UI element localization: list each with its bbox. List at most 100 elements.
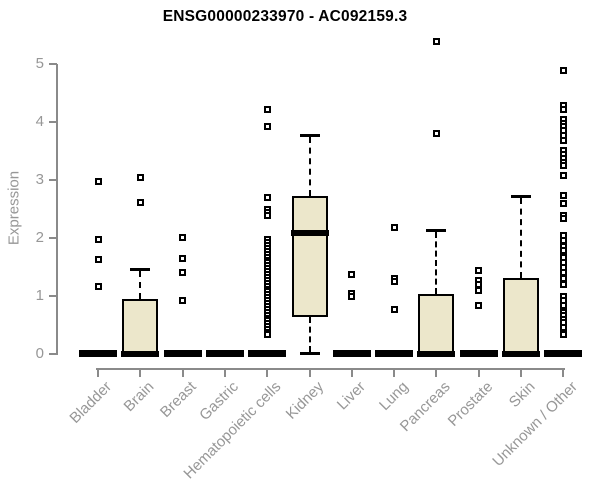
x-tick-label-breast: Breast bbox=[157, 378, 200, 421]
x-tick bbox=[181, 368, 184, 377]
collapsed-box-prostate bbox=[459, 350, 498, 357]
y-tick-label: 0 bbox=[35, 345, 44, 362]
outlier-point bbox=[559, 171, 567, 179]
chart-title: ENSG00000233970 - AC092159.3 bbox=[162, 8, 408, 25]
outlier-point bbox=[263, 106, 271, 114]
outlier-point bbox=[432, 38, 440, 46]
whisker-line-lower-kidney bbox=[308, 317, 311, 352]
whisker-cap-upper-kidney bbox=[299, 134, 320, 138]
x-tick bbox=[350, 368, 353, 377]
y-tick-label: 2 bbox=[35, 229, 44, 246]
outlier-point bbox=[263, 123, 271, 131]
x-tick bbox=[308, 368, 311, 377]
outlier-point bbox=[559, 324, 567, 332]
outlier-point bbox=[136, 173, 144, 181]
x-tick-label-kidney: Kidney bbox=[282, 378, 327, 423]
whisker-cap-upper-brain bbox=[130, 267, 151, 271]
collapsed-box-liver bbox=[332, 350, 371, 357]
x-tick-label-lung: Lung bbox=[375, 378, 412, 414]
outlier-point bbox=[94, 282, 102, 290]
outlier-point bbox=[94, 236, 102, 244]
collapsed-box-unknown-other bbox=[544, 350, 583, 357]
y-tick-label: 5 bbox=[35, 55, 44, 72]
outlier-point bbox=[559, 215, 567, 223]
outlier-point bbox=[559, 331, 567, 339]
outlier-point bbox=[475, 266, 483, 274]
outlier-point bbox=[136, 199, 144, 207]
x-tick bbox=[393, 368, 396, 377]
y-tick-label: 4 bbox=[35, 113, 44, 130]
y-tick-label: 1 bbox=[35, 287, 44, 304]
collapsed-box-gastric bbox=[205, 350, 244, 357]
x-axis-line bbox=[96, 368, 566, 370]
outlier-point bbox=[390, 278, 398, 285]
whisker-cap-upper-pancreas bbox=[426, 229, 447, 233]
box-kidney bbox=[291, 195, 328, 318]
outlier-point bbox=[263, 193, 271, 201]
median-line-skin bbox=[502, 351, 540, 357]
x-tick bbox=[223, 368, 226, 377]
y-tick bbox=[49, 63, 57, 65]
median-line-kidney bbox=[290, 230, 329, 237]
outlier-point bbox=[559, 275, 567, 283]
whisker-line-upper-kidney bbox=[308, 137, 311, 196]
x-tick bbox=[266, 368, 269, 377]
whisker-line-upper-brain bbox=[139, 270, 142, 299]
outlier-point bbox=[432, 130, 440, 138]
y-tick-label: 3 bbox=[35, 171, 44, 188]
whisker-cap-upper-skin bbox=[511, 195, 531, 199]
outlier-point bbox=[559, 192, 567, 200]
x-tick-label-brain: Brain bbox=[120, 378, 158, 416]
x-tick bbox=[477, 368, 480, 377]
outlier-point bbox=[390, 224, 398, 232]
outlier-point bbox=[390, 306, 398, 314]
outlier-point bbox=[559, 67, 567, 75]
whisker-line-upper-pancreas bbox=[435, 232, 438, 294]
outlier-point bbox=[263, 331, 271, 339]
outlier-point bbox=[94, 178, 102, 186]
x-tick bbox=[97, 368, 99, 377]
x-tick bbox=[139, 368, 142, 377]
box-pancreas bbox=[418, 293, 455, 354]
outlier-point bbox=[263, 212, 271, 220]
x-tick-label-skin: Skin bbox=[505, 378, 539, 411]
outlier-point bbox=[94, 255, 102, 263]
y-tick bbox=[49, 237, 57, 239]
collapsed-box-bladder bbox=[79, 350, 117, 357]
outlier-point bbox=[559, 105, 567, 113]
outlier-point bbox=[179, 269, 187, 277]
outlier-point bbox=[348, 292, 356, 300]
y-tick bbox=[49, 295, 57, 297]
whisker-cap-lower-kidney bbox=[299, 351, 320, 355]
x-tick bbox=[562, 368, 565, 377]
outlier-point bbox=[475, 287, 483, 295]
x-tick-label-liver: Liver bbox=[334, 378, 370, 414]
outlier-point bbox=[559, 137, 567, 145]
median-line-brain bbox=[121, 351, 160, 357]
outlier-point bbox=[559, 162, 567, 169]
y-tick bbox=[49, 353, 57, 355]
x-tick-label-prostate: Prostate bbox=[444, 378, 497, 430]
outlier-point bbox=[475, 302, 483, 310]
outlier-point bbox=[179, 297, 187, 305]
y-axis-line bbox=[56, 64, 58, 355]
outlier-point bbox=[559, 247, 567, 255]
x-tick bbox=[435, 368, 438, 377]
box-brain bbox=[122, 298, 159, 354]
outlier-point bbox=[348, 271, 356, 279]
outlier-point bbox=[559, 281, 567, 289]
x-tick bbox=[520, 368, 522, 377]
outlier-point bbox=[179, 233, 187, 241]
y-tick bbox=[49, 179, 57, 181]
outlier-point bbox=[559, 200, 567, 208]
y-tick bbox=[49, 121, 57, 123]
median-line-pancreas bbox=[417, 351, 456, 357]
collapsed-box-lung bbox=[375, 350, 414, 357]
collapsed-box-breast bbox=[163, 350, 202, 357]
collapsed-box-hematopoietic-cells bbox=[248, 350, 287, 357]
box-skin bbox=[503, 278, 539, 354]
outlier-point bbox=[179, 255, 187, 263]
whisker-line-upper-skin bbox=[520, 198, 522, 278]
